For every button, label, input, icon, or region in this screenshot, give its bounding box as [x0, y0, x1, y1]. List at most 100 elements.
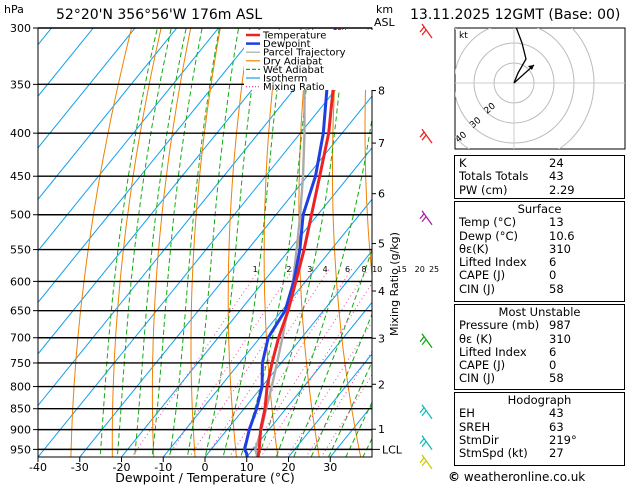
- most-unstable-title: Most Unstable: [498, 305, 581, 319]
- surface-row: Dewp (°C) 10.6: [459, 228, 575, 243]
- mixing-ratio-line: [228, 268, 353, 457]
- hodograph-panel: Hodograph EH 43 SREH 63 StmDir 219° StmSpd …: [454, 392, 625, 466]
- dry-adiabat-line: [190, 28, 221, 457]
- y-tick-label: 600: [10, 275, 31, 288]
- y-tick-label: 900: [10, 424, 31, 437]
- location-title: 52°20'N 356°56'W 176m ASL: [56, 7, 262, 23]
- wet-adiabat-line: [134, 28, 187, 457]
- mixing-ratio-line: [260, 282, 372, 457]
- hodograph-row: StmDir 219°: [459, 432, 577, 447]
- most-unstable-panel: Most Unstable Pressure (mb) 987 θε (K) 310…: [454, 304, 625, 390]
- wind-barb: [419, 23, 433, 39]
- dry-adiabat-line: [332, 28, 362, 457]
- lcl-label: LCL: [382, 443, 403, 456]
- km-label: km: [376, 3, 393, 16]
- most-unstable-row: CIN (J) 58: [459, 371, 564, 386]
- hodograph-row: EH 43: [459, 406, 564, 421]
- mixing-ratio-labels: 1 2 3 4 6 8 10 15 20 25: [253, 265, 440, 274]
- legend-label: Temperature: [262, 31, 326, 42]
- y-tick-label: 700: [10, 332, 31, 345]
- mixing-ratio-line: [246, 268, 369, 457]
- km-tick-label: 2: [378, 378, 385, 391]
- mixing-ratio-line: [131, 268, 260, 457]
- index-row-pw: PW (cm) 2.29: [459, 182, 575, 197]
- footer-credit[interactable]: © weatheronline.co.uk: [448, 470, 585, 484]
- mixing-ratio-label: 15: [397, 265, 407, 274]
- mixing-ratio-label: 4: [323, 265, 328, 274]
- y-tick-label: 300: [10, 22, 31, 35]
- x-axis-label: Dewpoint / Temperature (°C): [115, 470, 294, 485]
- isotherm-line: [38, 28, 261, 304]
- surface-panel: Surface Temp (°C) 13 Dewp (°C) 10.6 θε(K) 3…: [454, 201, 625, 302]
- x-tick-label: -40: [29, 461, 47, 474]
- surface-row: CAPE (J) 0: [459, 268, 557, 283]
- isotherm-line: [38, 28, 136, 149]
- index-row-k: K 24: [459, 156, 564, 170]
- copyright-symbol: ©: [448, 470, 460, 484]
- dry-adiabat-line: [397, 0, 448, 472]
- index-row-totals: Totals Totals 43: [459, 169, 564, 184]
- wet-adiabat-line: [116, 28, 172, 457]
- mixing-ratio-label: 2: [286, 265, 291, 274]
- surface-row: Temp (°C) 13: [459, 215, 564, 230]
- dry-adiabat-line: [364, 28, 372, 281]
- km-tick-label: 7: [378, 137, 385, 150]
- dry-adiabat-line: [298, 28, 320, 457]
- dry-adiabat-line: [70, 28, 133, 457]
- hodograph-unit: kt: [459, 31, 468, 41]
- surface-row: Lifted Index 6: [459, 255, 557, 270]
- wet-adiabat-line: [99, 28, 158, 457]
- temperature-line: [256, 28, 342, 457]
- y-tick-label: 650: [10, 305, 31, 318]
- mixing-ratio-label: 1: [253, 265, 258, 274]
- legend-label: Mixing Ratio: [263, 82, 325, 93]
- asl-label: ASL: [374, 16, 396, 29]
- legend-box: [244, 30, 378, 90]
- wind-barb: [419, 404, 433, 420]
- km-tick-label: 4: [378, 285, 385, 298]
- most-unstable-row: CAPE (J) 0: [459, 358, 557, 373]
- storm-motion-arrowhead: [528, 65, 534, 70]
- legend-label: Isotherm: [263, 74, 307, 85]
- isotherm-line: [246, 301, 372, 457]
- axes: 3003504004505005506006507007508008509009…: [10, 22, 403, 474]
- legend-label: Wet Adiabat: [263, 65, 324, 76]
- x-tick-label: 30: [323, 461, 337, 474]
- indices-panel: K 24 Totals Totals 43 PW (cm) 2.29: [454, 155, 625, 199]
- wind-barb: [419, 454, 433, 470]
- x-tick-label: -10: [154, 461, 172, 474]
- mixing-ratio-axis-label: Mixing Ratio (g/kg): [388, 232, 401, 336]
- x-tick-label: -30: [71, 461, 89, 474]
- footer-text: weatheronline.co.uk: [463, 470, 586, 484]
- surface-row: θε(K) 310: [459, 241, 571, 256]
- hodograph-table-title: Hodograph: [507, 393, 572, 407]
- legend-label: Dewpoint: [263, 39, 311, 50]
- mixing-ratio-label: 20: [415, 265, 425, 274]
- dewpoint-line: [243, 28, 337, 457]
- most-unstable-row: θε (K) 310: [459, 331, 571, 346]
- y-tick-label: 750: [10, 357, 31, 370]
- wind-barb: [419, 128, 433, 144]
- mixing-ratio-label: 6: [345, 265, 350, 274]
- x-tick-label: -20: [113, 461, 131, 474]
- wind-barb: [419, 435, 433, 451]
- mixing-ratio-line: [286, 321, 372, 457]
- isotherm-line: [0, 0, 10, 472]
- hodograph-frame: [454, 27, 626, 150]
- isotherm-line: [287, 353, 372, 457]
- mixing-ratio-label: 8: [362, 265, 367, 274]
- wet-adiabat-line: [257, 28, 347, 457]
- mixing-ratio-label: 3: [307, 265, 312, 274]
- km-tick-label: 1: [378, 423, 385, 436]
- mixing-ratio-label: 25: [429, 265, 439, 274]
- km-tick-label: 8: [378, 85, 385, 98]
- isotherm-line: [38, 28, 53, 46]
- wind-barb: [419, 210, 433, 226]
- y-tick-label: 850: [10, 403, 31, 416]
- km-tick-label: 6: [378, 188, 385, 201]
- legend-label: Parcel Trajectory: [263, 48, 346, 59]
- y-tick-label: 800: [10, 381, 31, 394]
